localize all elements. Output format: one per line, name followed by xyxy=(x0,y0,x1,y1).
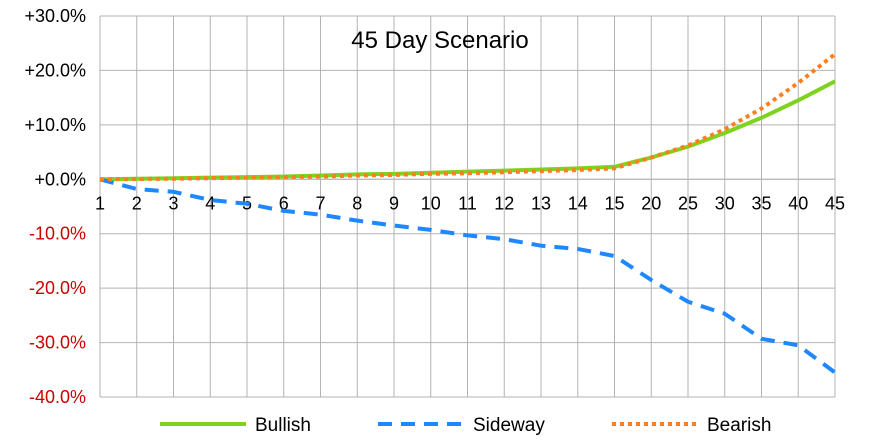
x-tick-label: 40 xyxy=(788,193,808,213)
y-tick-label: +0.0% xyxy=(34,169,86,189)
y-tick-label: +30.0% xyxy=(24,6,86,26)
x-tick-label: 8 xyxy=(352,193,362,213)
y-tick-label: +20.0% xyxy=(24,60,86,80)
y-tick-label: +10.0% xyxy=(24,115,86,135)
legend: Bullish Sideway Bearish xyxy=(160,415,771,436)
series-line-sideway xyxy=(99,177,837,375)
grid-layer xyxy=(99,15,836,398)
x-tick-label: 4 xyxy=(205,193,215,213)
legend-label-bearish: Bearish xyxy=(707,415,771,436)
x-tick-label: 12 xyxy=(494,193,514,213)
x-tick-label: 25 xyxy=(678,193,698,213)
x-tick-label: 7 xyxy=(315,193,325,213)
y-tick-label: -10.0% xyxy=(29,224,86,244)
x-tick-label: 30 xyxy=(715,193,735,213)
x-tick-label: 6 xyxy=(279,193,289,213)
x-tick-label: 11 xyxy=(458,193,477,213)
y-tick-label: -20.0% xyxy=(29,278,86,298)
legend-label-sideway: Sideway xyxy=(473,415,545,436)
y-tick-label: -40.0% xyxy=(29,387,86,407)
x-tick-label: 1 xyxy=(95,193,105,213)
series-line-bearish xyxy=(99,52,837,182)
x-tick-label: 2 xyxy=(132,193,142,213)
x-tick-label: 20 xyxy=(641,193,661,213)
x-tick-label: 35 xyxy=(751,193,771,213)
x-tick-label: 45 xyxy=(825,193,845,213)
y-tick-label: -30.0% xyxy=(29,333,86,353)
chart-title: 45 Day Scenario xyxy=(351,27,528,54)
x-tick-label: 15 xyxy=(604,193,624,213)
series-layer xyxy=(99,52,837,375)
x-tick-label: 14 xyxy=(568,193,588,213)
x-tick-label: 10 xyxy=(421,193,441,213)
legend-label-bullish: Bullish xyxy=(255,415,311,436)
x-tick-label: 3 xyxy=(168,193,178,213)
x-axis-ticks: 1 2 3 4 5 6 7 8 9 10 11 12 13 14 15 20 25 30 35 40 45 xyxy=(95,193,845,213)
x-tick-label: 13 xyxy=(531,193,551,213)
y-axis-ticks: +30.0% +20.0% +10.0% +0.0% -10.0% -20.0% -30.0… xyxy=(24,6,86,407)
x-tick-label: 9 xyxy=(389,193,399,213)
